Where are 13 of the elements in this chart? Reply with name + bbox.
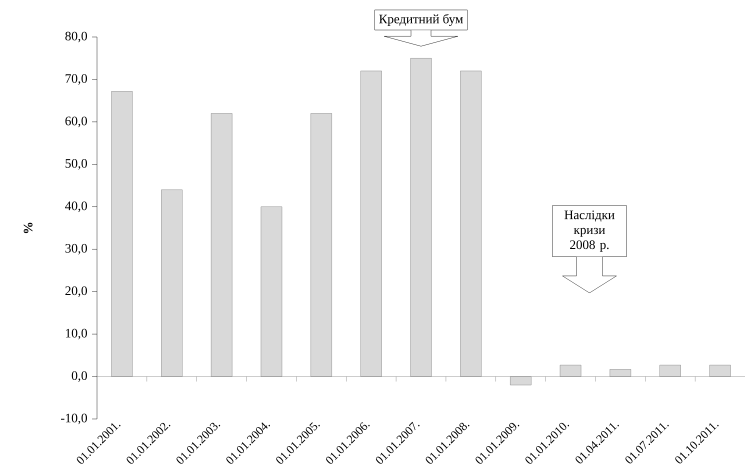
y-tick-label: 10,0: [66, 328, 87, 340]
y-tick-label: 0,0: [72, 371, 87, 382]
y-tick-label: 70,0: [66, 74, 87, 85]
y-tick-label: 60,0: [65, 116, 87, 128]
annotation: Наслідки кризи 2008 р.: [564, 210, 615, 252]
annotation: Кредитний бум: [379, 14, 463, 26]
y-tick-label: 30,0: [65, 244, 87, 255]
y-axis-title: %: [24, 222, 32, 234]
y-tick-label: 50,0: [66, 159, 87, 170]
y-tick-label: 20,0: [65, 286, 87, 297]
y-tick-label: -10,0: [61, 414, 87, 424]
y-tick-label: 40,0: [65, 201, 87, 212]
y-tick-label: 80,0: [65, 32, 87, 42]
